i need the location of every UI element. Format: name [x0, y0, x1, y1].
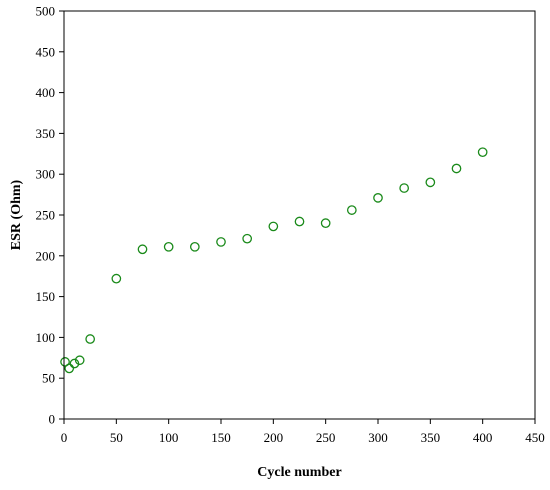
x-tick-label: 100: [159, 430, 179, 445]
y-tick-label: 300: [36, 167, 56, 182]
x-tick-label: 50: [110, 430, 123, 445]
x-axis-title: Cycle number: [257, 465, 341, 480]
data-point: [111, 273, 122, 284]
x-tick-label: 200: [264, 430, 284, 445]
data-point: [294, 216, 305, 227]
y-axis-title: ESR (Ohm): [9, 179, 24, 250]
y-tick-label: 500: [36, 4, 56, 19]
x-tick-label: 350: [421, 430, 441, 445]
x-axis-ticks: 0 50 100 150 200 250 300 350 400 450: [61, 419, 545, 445]
data-point: [346, 205, 357, 215]
x-tick-label: 150: [211, 430, 231, 445]
data-point: [242, 233, 253, 244]
y-tick-label: 0: [49, 412, 56, 427]
y-tick-label: 350: [36, 126, 56, 141]
x-tick-label: 0: [61, 430, 68, 445]
x-tick-label: 300: [368, 430, 388, 445]
plot-area-frame: [63, 10, 536, 420]
data-point: [216, 237, 226, 247]
y-tick-label: 200: [36, 248, 56, 263]
data-points: [60, 147, 488, 374]
data-point: [74, 355, 85, 366]
y-tick-label: 400: [36, 85, 56, 100]
y-tick-label: 150: [36, 289, 56, 304]
data-point: [477, 147, 488, 158]
data-point: [64, 363, 75, 374]
data-point: [85, 334, 96, 344]
x-tick-label: 250: [316, 430, 336, 445]
y-tick-label: 450: [36, 44, 56, 59]
data-point: [373, 193, 383, 203]
data-point: [163, 241, 174, 252]
data-point: [451, 163, 462, 174]
x-tick-label: 400: [473, 430, 493, 445]
data-point: [399, 183, 410, 193]
y-tick-label: 250: [36, 208, 56, 223]
data-point: [69, 358, 80, 369]
data-point: [425, 177, 436, 188]
y-tick-label: 100: [36, 330, 56, 345]
x-tick-label: 450: [525, 430, 545, 445]
data-point: [320, 218, 331, 229]
y-axis-ticks: 0 50 100 150 200 250 300 350 400 450 500: [36, 4, 64, 427]
data-point: [189, 241, 200, 252]
data-point: [268, 221, 279, 232]
data-point: [137, 244, 148, 255]
y-tick-label: 50: [42, 371, 55, 386]
